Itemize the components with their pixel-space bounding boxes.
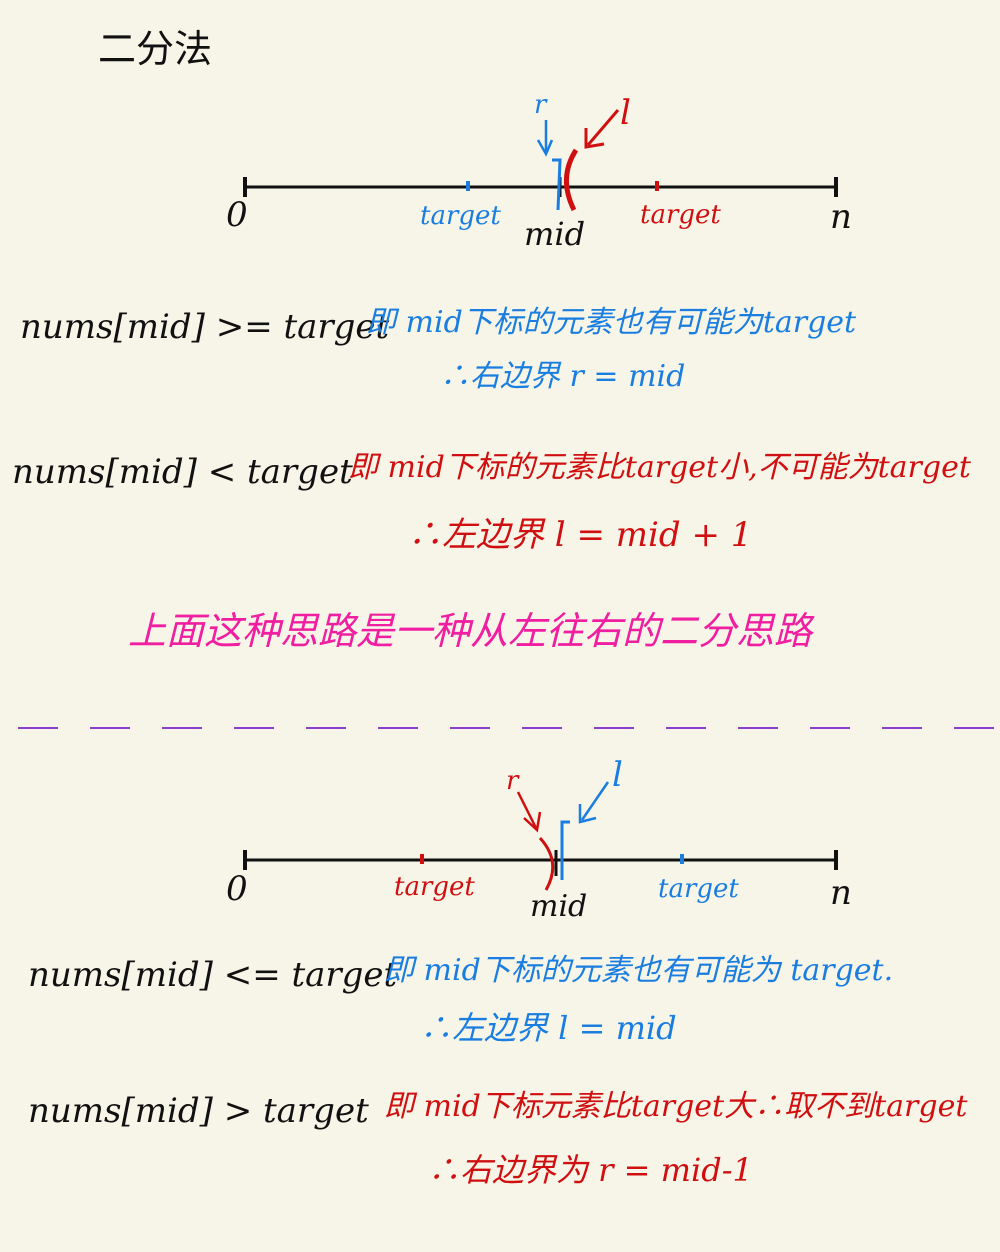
left-bracket-2 [560, 820, 570, 880]
section1-cond2: nums[mid] < target [12, 452, 353, 492]
line2-pointer-r: r [506, 766, 519, 796]
line2-end-label: n [830, 873, 852, 913]
right-bracket-1 [552, 158, 562, 211]
section1-summary: 上面这种思路是一种从左往右的二分思路 [128, 609, 813, 653]
section2-res2: ∴右边界为 r = mid-1 [428, 1151, 753, 1189]
l-arrow-1 [584, 109, 620, 149]
left-paren-1 [563, 148, 579, 212]
line1-end-label: n [830, 197, 852, 237]
section2-res1: ∴左边界 l = mid [420, 1009, 677, 1047]
r-arrow-1 [536, 120, 554, 157]
section1-desc1: 即 mid下标的元素也有可能为target [366, 305, 857, 340]
line1-target-left-label: target [420, 201, 501, 231]
section1-res2: ∴左边界 l = mid + 1 [408, 515, 753, 555]
line2-mid-label: mid [530, 889, 588, 924]
page-title: 二分法 [98, 27, 213, 71]
section1-desc2: 即 mid下标的元素比target小,不可能为target [348, 450, 971, 485]
section2-desc2: 即 mid下标元素比target大∴取不到target [384, 1089, 968, 1124]
line2-start-label: 0 [226, 869, 248, 909]
l-arrow-2 [578, 781, 610, 824]
r-arrow-2 [516, 791, 542, 833]
line2-target-right-label: target [658, 874, 739, 904]
line1-start-label: 0 [226, 195, 248, 235]
section2-cond2: nums[mid] > target [28, 1091, 369, 1131]
section1-res1: ∴右边界 r = mid [440, 359, 686, 394]
line1-target-right-label: target [640, 200, 721, 230]
section2-cond1: nums[mid] <= target [28, 955, 398, 995]
line1-pointer-l: l [620, 93, 631, 133]
number-line-2 [243, 850, 838, 876]
line2-pointer-l: l [612, 755, 623, 795]
section1-cond1: nums[mid] >= target [20, 307, 390, 347]
line1-mid-label: mid [524, 215, 586, 253]
right-paren-2 [538, 836, 555, 891]
section2-desc1: 即 mid下标的元素也有可能为 target. [384, 953, 894, 988]
line1-pointer-r: r [534, 90, 547, 120]
number-line-1 [243, 177, 838, 197]
line2-target-left-label: target [394, 872, 475, 902]
